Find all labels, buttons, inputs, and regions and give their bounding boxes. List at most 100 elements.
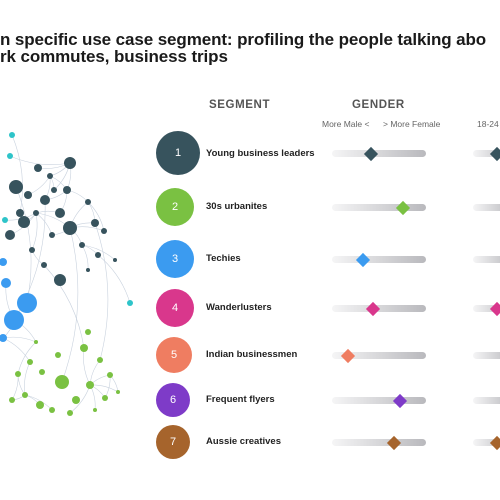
network-node [101, 228, 107, 234]
segment-number-badge: 3 [156, 240, 194, 278]
network-node [91, 219, 99, 227]
segment-number-badge: 5 [156, 337, 192, 373]
age-marker [489, 301, 500, 316]
network-node [47, 173, 53, 179]
network-edge [11, 373, 19, 401]
gender-scale-track [332, 256, 426, 263]
network-node [16, 209, 24, 217]
gender-marker [364, 146, 379, 161]
age-scale-track [473, 204, 500, 211]
age-scale-track [473, 256, 500, 263]
segment-label: Young business leaders [206, 148, 315, 159]
network-node [4, 310, 24, 330]
network-node [36, 401, 44, 409]
network-node [2, 217, 8, 223]
network-edge [24, 361, 31, 396]
segment-number-badge: 7 [156, 425, 190, 459]
segment-label: Indian businessmen [206, 349, 298, 360]
network-node [67, 410, 73, 416]
network-edge [17, 373, 26, 396]
network-edge [43, 264, 85, 349]
network-node [63, 186, 71, 194]
network-node [79, 242, 85, 248]
network-node [55, 208, 65, 218]
network-node [49, 232, 55, 238]
network-node [107, 372, 113, 378]
segment-row: 1 Young business leaders [156, 131, 500, 175]
network-node [63, 221, 77, 235]
gender-marker [392, 393, 407, 408]
network-node [9, 180, 23, 194]
gender-marker [355, 252, 371, 267]
network-node [116, 390, 120, 394]
network-node [86, 381, 94, 389]
network-node [95, 252, 101, 258]
network-node [72, 396, 80, 404]
segment-row: 4 Wanderlusters [156, 289, 500, 333]
network-node [86, 268, 90, 272]
network-node [40, 195, 50, 205]
network-edge [81, 244, 116, 261]
network-node [80, 344, 88, 352]
network-node [1, 278, 11, 288]
gender-right-label: > More Female [383, 119, 441, 129]
network-edge [15, 186, 32, 304]
network-edge [31, 212, 38, 251]
network-edge [17, 341, 37, 375]
age-scale-track [473, 305, 500, 312]
network-node [18, 216, 30, 228]
segment-label: Techies [206, 253, 241, 264]
network-node [34, 164, 42, 172]
network-node [29, 247, 35, 253]
network-node [9, 397, 15, 403]
gender-marker [366, 301, 381, 316]
network-edge [83, 347, 91, 386]
network-node [41, 262, 47, 268]
segment-number-badge: 4 [156, 289, 194, 327]
network-node [27, 359, 33, 365]
network-edge [11, 134, 23, 214]
segment-row: 6 Frequent flyers [156, 383, 500, 427]
segment-row: 7 Aussie creatives [156, 425, 500, 469]
network-node [5, 230, 15, 240]
gender-marker [340, 348, 356, 363]
network-node [0, 258, 7, 266]
segment-label: Frequent flyers [206, 394, 275, 405]
gender-scale-track [332, 397, 426, 404]
network-node [49, 407, 55, 413]
network-node [113, 258, 117, 262]
gender-left-label: More Male < [322, 119, 370, 129]
network-graph [0, 132, 133, 416]
network-node [64, 157, 76, 169]
page-title: n specific use case segment: profiling t… [0, 31, 500, 65]
gender-scale-track [332, 150, 426, 157]
network-node [85, 199, 91, 205]
segment-row: 3 Techies [156, 240, 500, 284]
gender-marker [396, 200, 411, 215]
gender-scale-track [332, 204, 426, 211]
network-node [7, 153, 13, 159]
network-node [17, 293, 37, 313]
segment-number-badge: 1 [156, 131, 200, 175]
network-node [15, 371, 21, 377]
segment-number-badge: 2 [156, 188, 194, 226]
age-left-label: 18-24 [477, 119, 499, 129]
segment-number-badge: 6 [156, 383, 190, 417]
network-node [39, 369, 45, 375]
segment-row: 2 30s urbanites [156, 188, 500, 232]
age-scale-track [473, 150, 500, 157]
network-node [54, 274, 66, 286]
age-scale-track [473, 352, 500, 359]
network-node [55, 352, 61, 358]
age-marker [489, 146, 500, 161]
network-node [97, 357, 103, 363]
network-node [127, 300, 133, 306]
network-edge [61, 227, 79, 383]
title-line-1: n specific use case segment: profiling t… [0, 31, 487, 49]
segment-row: 5 Indian businessmen [156, 337, 500, 381]
gender-marker [386, 435, 402, 450]
age-marker [489, 435, 500, 450]
network-node [51, 187, 57, 193]
segment-label: Aussie creatives [206, 436, 281, 447]
segment-label: 30s urbanites [206, 201, 268, 212]
